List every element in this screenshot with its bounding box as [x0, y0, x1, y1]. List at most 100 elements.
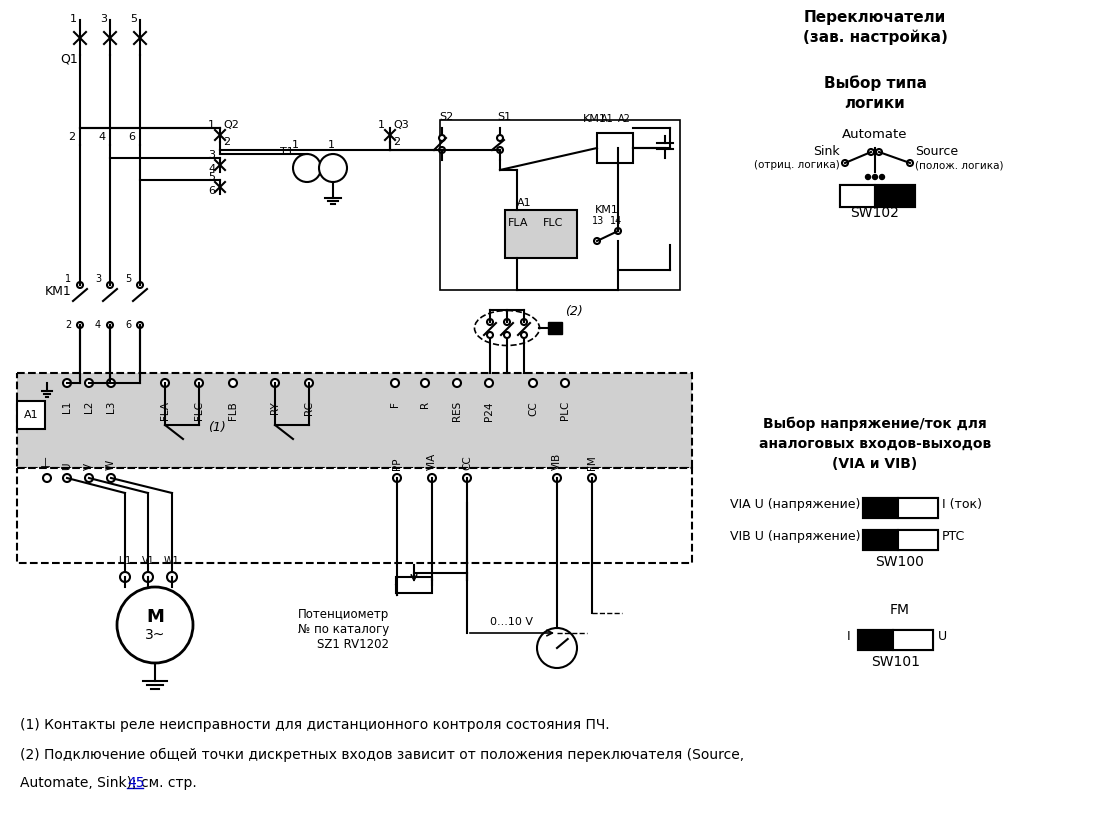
Text: L3: L3 — [106, 401, 116, 413]
Text: V: V — [84, 463, 95, 470]
Text: 2: 2 — [223, 137, 230, 147]
Text: CC: CC — [528, 401, 539, 416]
Circle shape — [107, 282, 113, 288]
Circle shape — [116, 587, 193, 663]
Bar — [506, 210, 577, 258]
Circle shape — [842, 160, 848, 166]
Text: 4: 4 — [208, 164, 215, 174]
Circle shape — [229, 379, 237, 387]
Text: SW101: SW101 — [872, 655, 921, 669]
Bar — [863, 498, 939, 518]
Text: FLA: FLA — [160, 401, 170, 420]
Bar — [893, 630, 933, 650]
Circle shape — [879, 174, 885, 179]
Circle shape — [137, 322, 143, 328]
Text: (полож. логика): (полож. логика) — [915, 160, 1003, 170]
Text: 2: 2 — [393, 137, 400, 147]
Text: (2): (2) — [565, 305, 582, 318]
Text: 2: 2 — [65, 320, 71, 330]
Text: 1: 1 — [65, 274, 71, 284]
Circle shape — [868, 149, 874, 155]
Text: 4: 4 — [95, 320, 101, 330]
Text: SW102: SW102 — [851, 206, 899, 220]
Text: F: F — [390, 401, 400, 407]
Circle shape — [521, 332, 528, 338]
Text: FM: FM — [587, 455, 597, 470]
Text: I (ток): I (ток) — [942, 498, 983, 511]
Text: Q1: Q1 — [60, 52, 78, 65]
Text: VIB U (напряжение): VIB U (напряжение) — [730, 530, 861, 543]
Circle shape — [107, 474, 115, 482]
Text: U1: U1 — [119, 556, 132, 566]
Text: Sink: Sink — [813, 145, 840, 158]
Circle shape — [293, 154, 321, 182]
Text: M: M — [146, 608, 164, 626]
Text: VIA: VIA — [428, 453, 437, 470]
Bar — [16, 373, 692, 468]
Text: FLC: FLC — [543, 218, 564, 228]
Circle shape — [195, 379, 203, 387]
Circle shape — [63, 379, 71, 387]
Text: 1: 1 — [70, 14, 77, 24]
Circle shape — [907, 160, 913, 166]
Text: I: I — [846, 630, 850, 643]
Text: 13: 13 — [592, 216, 604, 226]
Bar — [440, 120, 680, 290]
Circle shape — [588, 474, 596, 482]
Circle shape — [421, 379, 429, 387]
Text: 2: 2 — [68, 132, 75, 142]
Text: аналоговых входов-выходов: аналоговых входов-выходов — [759, 437, 991, 451]
Text: (зав. настройка): (зав. настройка) — [802, 30, 947, 45]
Text: 4: 4 — [98, 132, 106, 142]
Text: U: U — [939, 630, 947, 643]
Text: 3: 3 — [100, 14, 107, 24]
Bar — [898, 498, 939, 518]
Text: S1: S1 — [497, 112, 511, 122]
Text: Выбор напряжение/ток для: Выбор напряжение/ток для — [763, 416, 987, 431]
Text: (2) Подключение общей точки дискретных входов зависит от положения переключателя: (2) Подключение общей точки дискретных в… — [20, 748, 744, 762]
Text: 3: 3 — [95, 274, 101, 284]
Circle shape — [453, 379, 460, 387]
Circle shape — [485, 379, 493, 387]
Circle shape — [553, 474, 560, 482]
Text: S2: S2 — [439, 112, 453, 122]
Circle shape — [487, 332, 493, 338]
Text: FLC: FLC — [195, 401, 204, 420]
Circle shape — [271, 379, 279, 387]
Circle shape — [107, 322, 113, 328]
Text: 1: 1 — [208, 120, 215, 130]
Text: Переключатели: Переключатели — [803, 10, 946, 25]
Text: PP: PP — [392, 458, 402, 470]
Circle shape — [143, 572, 153, 582]
Bar — [858, 630, 893, 650]
Text: логики: логики — [845, 96, 906, 111]
Text: RY: RY — [270, 401, 280, 414]
Text: Automate, Sink); см. стр.: Automate, Sink); см. стр. — [20, 776, 201, 790]
Text: A1: A1 — [601, 114, 613, 124]
Circle shape — [85, 474, 93, 482]
Circle shape — [319, 154, 347, 182]
Text: Выбор типа: Выбор типа — [823, 75, 926, 91]
Text: 3~: 3~ — [145, 628, 165, 642]
Circle shape — [120, 572, 130, 582]
Circle shape — [537, 628, 577, 668]
Text: (отриц. логика): (отриц. логика) — [754, 160, 840, 170]
Text: PLC: PLC — [560, 401, 570, 421]
Bar — [863, 530, 898, 550]
Circle shape — [876, 149, 882, 155]
Bar — [548, 322, 562, 334]
Bar — [16, 468, 692, 563]
Text: ⊥: ⊥ — [40, 457, 51, 470]
Text: CC: CC — [462, 455, 471, 470]
Circle shape — [439, 147, 445, 153]
Text: 14: 14 — [610, 216, 622, 226]
Circle shape — [866, 174, 870, 179]
Text: 1: 1 — [292, 140, 299, 150]
Text: 6: 6 — [125, 320, 131, 330]
Bar — [863, 530, 939, 550]
Bar — [858, 630, 933, 650]
Text: RES: RES — [452, 401, 462, 421]
Text: 5: 5 — [208, 172, 215, 182]
Circle shape — [487, 319, 493, 325]
Text: 45: 45 — [127, 776, 144, 790]
